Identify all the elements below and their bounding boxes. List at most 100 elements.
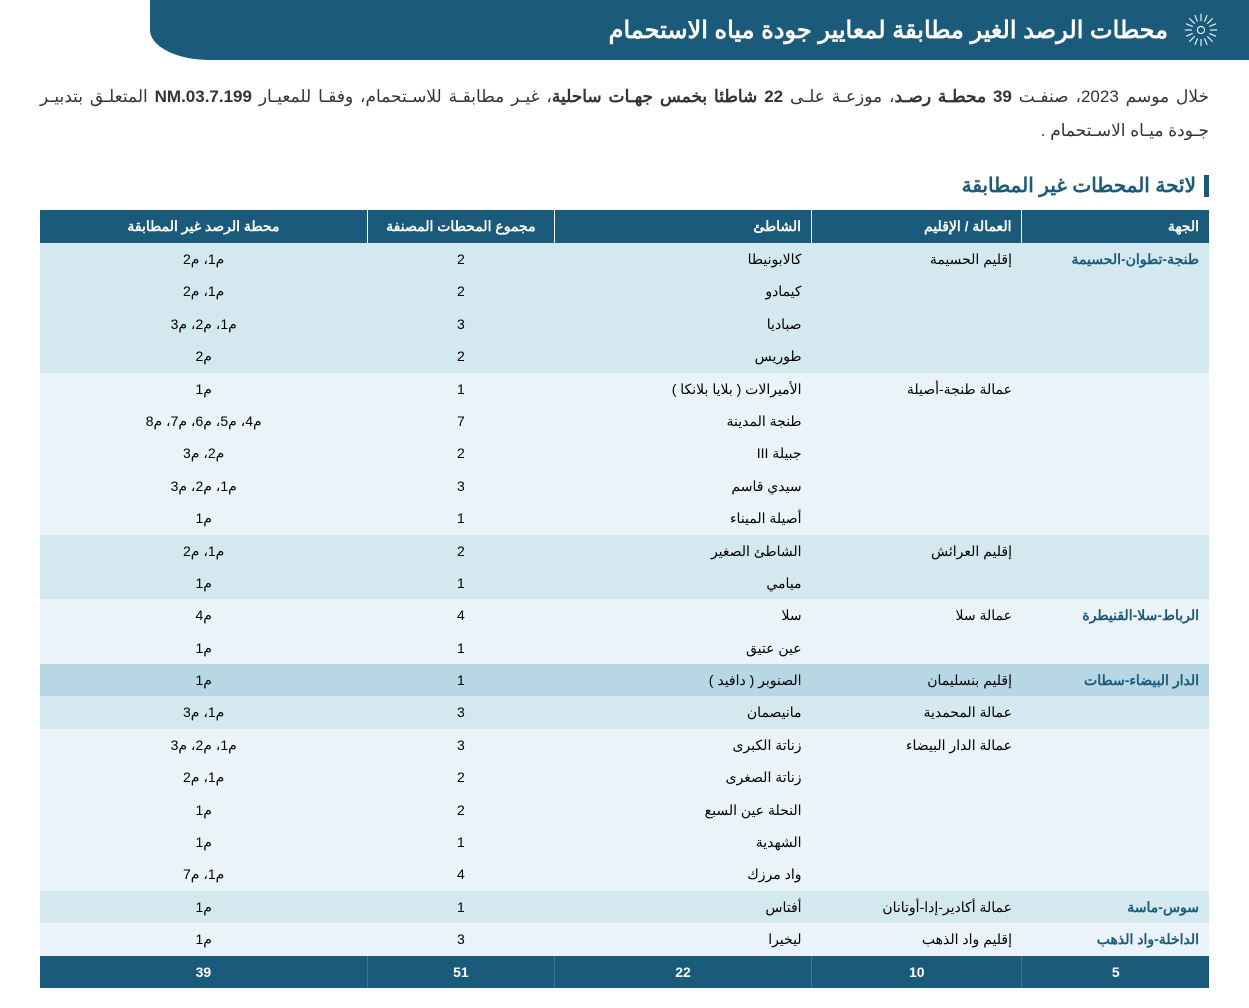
cell-region <box>1022 729 1209 761</box>
cell-beach: عين عتيق <box>554 632 811 664</box>
cell-region <box>1022 308 1209 340</box>
cell-beach: ميامي <box>554 567 811 599</box>
cell-beach: سيدي قاسم <box>554 470 811 502</box>
intro-bold-1: 39 محطـة رصـد <box>895 87 1012 106</box>
cell-prefecture: إقليم العرائش <box>812 535 1022 567</box>
cell-region <box>1022 826 1209 858</box>
cell-prefecture <box>812 794 1022 826</box>
cell-stations: م1 <box>40 373 367 405</box>
cell-prefecture: عمالة طنجة-أصيلة <box>812 373 1022 405</box>
table-row: طنجة-تطوان-الحسيمةإقليم الحسيمةكالابونيط… <box>40 243 1209 275</box>
cell-total: 1 <box>367 826 554 858</box>
cell-stations: م1 <box>40 632 367 664</box>
cell-beach: ليخيرا <box>554 923 811 955</box>
cell-total: 1 <box>367 567 554 599</box>
cell-total: 2 <box>367 761 554 793</box>
cell-total: 1 <box>367 891 554 923</box>
cell-stations: م1، م2، م3 <box>40 470 367 502</box>
cell-total: 1 <box>367 632 554 664</box>
cell-total: 3 <box>367 923 554 955</box>
cell-region <box>1022 696 1209 728</box>
cell-prefecture <box>812 470 1022 502</box>
cell-region <box>1022 858 1209 890</box>
section-title-text: لائحة المحطات غير المطابقة <box>962 173 1196 198</box>
cell-region <box>1022 794 1209 826</box>
table-row: كيمادو2م1، م2 <box>40 275 1209 307</box>
cell-stations: م1 <box>40 923 367 955</box>
table-row: الدار البيضاء-سطاتإقليم بنسليمانالصنوبر … <box>40 664 1209 696</box>
table-row: عمالة المحمديةمانيصمان3م1، م3 <box>40 696 1209 728</box>
cell-prefecture: إقليم واد الذهب <box>812 923 1022 955</box>
total-beaches: 22 <box>554 956 811 988</box>
cell-prefecture <box>812 340 1022 372</box>
cell-region <box>1022 761 1209 793</box>
intro-bold-2: 22 شاطئا بخمس جهـات ساحلية <box>552 87 783 106</box>
cell-total: 7 <box>367 405 554 437</box>
cell-stations: م1 <box>40 826 367 858</box>
cell-beach: الأميرالات ( بلايا بلانكا ) <box>554 373 811 405</box>
col-header-stations: محطة الرصد غير المطابقة <box>40 210 367 243</box>
cell-total: 2 <box>367 535 554 567</box>
cell-stations: م2، م3 <box>40 437 367 469</box>
cell-total: 4 <box>367 599 554 631</box>
intro-text: ، غيـر مطابقـة للاسـتحمام، وفقـا للمعيـا… <box>252 87 552 106</box>
cell-stations: م1، م3 <box>40 696 367 728</box>
cell-prefecture <box>812 437 1022 469</box>
cell-region <box>1022 535 1209 567</box>
cell-stations: م1، م2 <box>40 243 367 275</box>
cell-beach: طوريس <box>554 340 811 372</box>
cell-prefecture: عمالة سلا <box>812 599 1022 631</box>
cell-prefecture <box>812 632 1022 664</box>
cell-region: سوس-ماسة <box>1022 891 1209 923</box>
cell-prefecture <box>812 826 1022 858</box>
table-row: الرباط-سلا-القنيطرةعمالة سلاسلا4م4 <box>40 599 1209 631</box>
col-header-region: الجهة <box>1022 210 1209 243</box>
intro-paragraph: خلال موسم 2023، صنفـت 39 محطـة رصـد، موز… <box>0 80 1249 148</box>
table-row: الشهدية1م1 <box>40 826 1209 858</box>
table-row: زناتة الصغرى2م1، م2 <box>40 761 1209 793</box>
cell-stations: م1، م2 <box>40 761 367 793</box>
cell-prefecture <box>812 308 1022 340</box>
cell-beach: كالابونيطا <box>554 243 811 275</box>
cell-region <box>1022 470 1209 502</box>
table-row: عين عتيق1م1 <box>40 632 1209 664</box>
cell-total: 2 <box>367 437 554 469</box>
cell-stations: م1 <box>40 794 367 826</box>
cell-beach: زناتة الكبرى <box>554 729 811 761</box>
cell-stations: م1، م2، م3 <box>40 308 367 340</box>
cell-total: 3 <box>367 696 554 728</box>
cell-region <box>1022 632 1209 664</box>
table-header-row: الجهة العمالة / الإقليم الشاطئ مجموع الم… <box>40 210 1209 243</box>
table-row: سيدي قاسم3م1، م2، م3 <box>40 470 1209 502</box>
cell-beach: أفتاس <box>554 891 811 923</box>
cell-prefecture: عمالة الدار البيضاء <box>812 729 1022 761</box>
cell-total: 2 <box>367 340 554 372</box>
table-row: إقليم العرائشالشاطئ الصغير2م1، م2 <box>40 535 1209 567</box>
cell-prefecture <box>812 761 1022 793</box>
cell-stations: م1، م2 <box>40 275 367 307</box>
cell-stations: م1 <box>40 502 367 534</box>
stations-table: الجهة العمالة / الإقليم الشاطئ مجموع الم… <box>40 210 1209 988</box>
cell-beach: الشهدية <box>554 826 811 858</box>
cell-region: طنجة-تطوان-الحسيمة <box>1022 243 1209 275</box>
table-footer-row: 5 10 22 51 39 <box>40 956 1209 988</box>
total-prefectures: 10 <box>812 956 1022 988</box>
table-row: سوس-ماسةعمالة أكادير-إدا-أوتانانأفتاس1م1 <box>40 891 1209 923</box>
cell-region <box>1022 502 1209 534</box>
cell-region: الرباط-سلا-القنيطرة <box>1022 599 1209 631</box>
cell-beach: النحلة عين السبع <box>554 794 811 826</box>
cell-region: الداخلة-واد الذهب <box>1022 923 1209 955</box>
cell-beach: جبيلة III <box>554 437 811 469</box>
cell-prefecture: إقليم الحسيمة <box>812 243 1022 275</box>
cell-stations: م1 <box>40 567 367 599</box>
cell-stations: م1، م2، م3 <box>40 729 367 761</box>
table-row: النحلة عين السبع2م1 <box>40 794 1209 826</box>
table-row: صباديا3م1، م2، م3 <box>40 308 1209 340</box>
cell-prefecture <box>812 567 1022 599</box>
cell-stations: م1، م2 <box>40 535 367 567</box>
cell-total: 4 <box>367 858 554 890</box>
intro-text: ، موزعـة علـى <box>783 87 894 106</box>
page-banner: محطات الرصد الغير مطابقة لمعايير جودة مي… <box>150 0 1249 60</box>
total-classified: 51 <box>367 956 554 988</box>
table-container: الجهة العمالة / الإقليم الشاطئ مجموع الم… <box>0 210 1249 1008</box>
